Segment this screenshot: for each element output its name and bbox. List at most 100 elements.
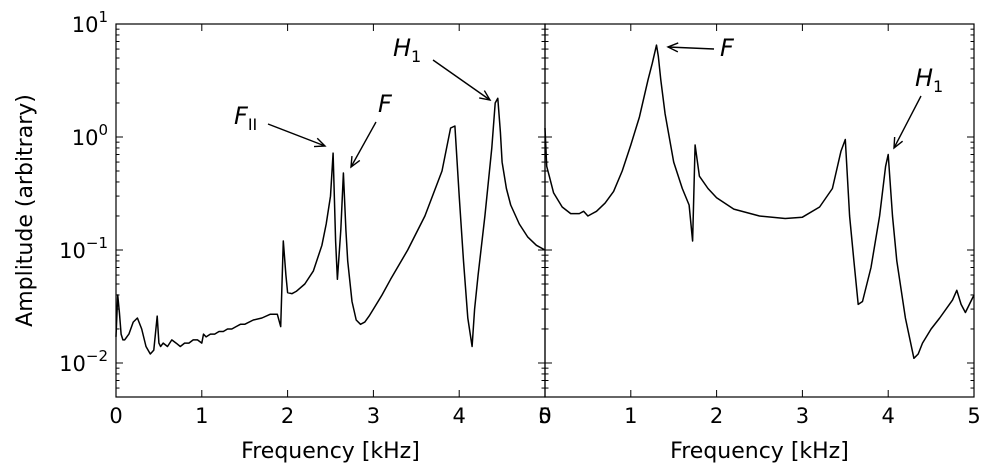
left-data-point bbox=[287, 292, 288, 293]
left-data-point bbox=[227, 328, 228, 329]
right-data-point bbox=[682, 188, 683, 189]
left-data-point bbox=[277, 314, 278, 315]
left-data-point bbox=[463, 260, 464, 261]
left-data-point bbox=[424, 215, 425, 216]
left-data-point bbox=[291, 293, 292, 294]
left-data-point bbox=[467, 317, 468, 318]
right-data-point bbox=[733, 209, 734, 210]
left-y-tick-label: 101 bbox=[72, 8, 108, 37]
left-data-point bbox=[117, 294, 118, 295]
left-data-point bbox=[351, 301, 352, 302]
right-data-point bbox=[639, 116, 640, 117]
left-y-tick-label: 10−2 bbox=[59, 347, 108, 376]
left-data-point bbox=[544, 249, 545, 250]
left-data-point bbox=[150, 353, 151, 354]
left-data-point bbox=[343, 172, 344, 173]
left-x-tick-label: 4 bbox=[453, 404, 466, 428]
left-x-tick-label: 5 bbox=[538, 404, 551, 428]
left-data-point bbox=[184, 342, 185, 343]
left-data-point bbox=[477, 274, 478, 275]
left-data-point bbox=[201, 342, 202, 343]
right-data-point bbox=[546, 166, 547, 167]
left-data-point bbox=[240, 324, 241, 325]
left-data-point bbox=[171, 339, 172, 340]
left-data-point bbox=[407, 249, 408, 250]
left-data-point bbox=[326, 223, 327, 224]
left-data-point bbox=[137, 317, 138, 318]
right-x-tick-label: 3 bbox=[796, 404, 809, 428]
right-data-point bbox=[870, 267, 871, 268]
left-data-point bbox=[223, 331, 224, 332]
left-data-point bbox=[296, 291, 297, 292]
left-data-point bbox=[536, 245, 537, 246]
right-data-point bbox=[647, 79, 648, 80]
left-data-point bbox=[347, 260, 348, 261]
left-data-point bbox=[158, 342, 159, 343]
left-data-point bbox=[500, 132, 501, 133]
left-data-point bbox=[115, 336, 116, 337]
left-data-point bbox=[474, 308, 475, 309]
right-data-point bbox=[604, 203, 605, 204]
left-data-point bbox=[527, 237, 528, 238]
right-data-point bbox=[931, 328, 932, 329]
right-data-point bbox=[592, 213, 593, 214]
left-data-point bbox=[356, 319, 357, 320]
left-y-tick-label: 10−1 bbox=[59, 234, 108, 263]
right-data-point bbox=[665, 113, 666, 114]
left-data-point bbox=[236, 326, 237, 327]
left-x-tick-label: 1 bbox=[195, 404, 208, 428]
right-amplitude-line bbox=[544, 44, 975, 360]
right-data-point bbox=[845, 139, 846, 140]
right-data-point bbox=[973, 294, 974, 295]
right-data-point bbox=[570, 213, 571, 214]
left-data-point bbox=[157, 315, 158, 316]
right-x-tick-label: 5 bbox=[967, 404, 980, 428]
right-data-point bbox=[832, 188, 833, 189]
left-annotation-h1: H1 bbox=[393, 34, 421, 66]
left-data-point bbox=[188, 342, 189, 343]
left-data-point bbox=[180, 346, 181, 347]
left-data-point bbox=[332, 153, 333, 154]
right-data-point bbox=[658, 55, 659, 56]
right-data-point bbox=[961, 304, 962, 305]
right-data-point bbox=[549, 176, 550, 177]
left-data-point bbox=[471, 346, 472, 347]
right-data-point bbox=[656, 45, 657, 46]
left-annotation-arrowhead bbox=[313, 137, 327, 148]
right-data-point bbox=[892, 215, 893, 216]
left-data-point bbox=[231, 328, 232, 329]
left-annotation-arrow bbox=[267, 123, 326, 147]
left-annotation-arrow bbox=[432, 59, 491, 101]
left-x-tick-label: 0 bbox=[109, 404, 122, 428]
right-data-point bbox=[785, 218, 786, 219]
left-data-point bbox=[253, 319, 254, 320]
left-data-point bbox=[163, 342, 164, 343]
right-x-axis-title: Frequency [kHz] bbox=[670, 439, 849, 464]
right-data-point bbox=[716, 197, 717, 198]
right-data-point bbox=[913, 358, 914, 359]
right-x-tick-label: 2 bbox=[710, 404, 723, 428]
right-data-point bbox=[922, 342, 923, 343]
right-data-point bbox=[858, 304, 859, 305]
right-annotation-arrowhead bbox=[666, 42, 679, 53]
left-data-point bbox=[369, 315, 370, 316]
left-data-point bbox=[335, 240, 336, 241]
left-x-tick-label: 3 bbox=[367, 404, 380, 428]
left-data-point bbox=[454, 125, 455, 126]
right-data-point bbox=[819, 206, 820, 207]
left-data-point bbox=[210, 334, 211, 335]
left-data-point bbox=[145, 346, 146, 347]
left-data-point bbox=[167, 346, 168, 347]
right-annotation-h1: H1 bbox=[915, 64, 943, 96]
right-data-point bbox=[956, 290, 957, 291]
right-annotation-arrow bbox=[893, 95, 922, 149]
right-data-point bbox=[879, 215, 880, 216]
left-data-point bbox=[313, 271, 314, 272]
left-data-point bbox=[381, 294, 382, 295]
right-data-point bbox=[660, 79, 661, 80]
right-data-point bbox=[652, 63, 653, 64]
left-data-point bbox=[261, 317, 262, 318]
right-x-tick-label: 1 bbox=[624, 404, 637, 428]
right-x-tick-label: 0 bbox=[538, 404, 551, 428]
left-x-axis-title: Frequency [kHz] bbox=[241, 439, 420, 464]
